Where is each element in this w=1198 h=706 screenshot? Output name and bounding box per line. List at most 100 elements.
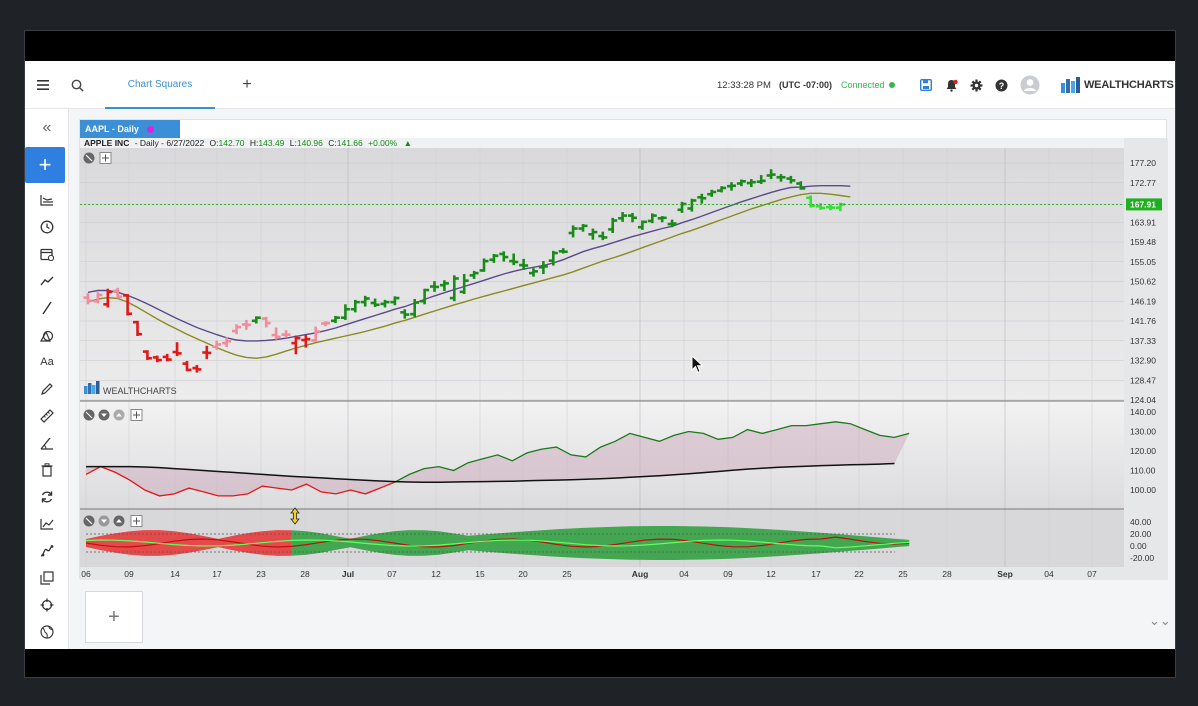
price-bar: [321, 321, 331, 327]
price-bar: [350, 299, 360, 313]
symbol-color-dot[interactable]: [146, 125, 154, 133]
symbol-tab[interactable]: AAPL - Daily: [80, 120, 180, 138]
line-tool-icon[interactable]: [35, 299, 59, 317]
clock-icon[interactable]: [35, 218, 59, 236]
osc2-band-red: [86, 530, 292, 556]
price-tick-label: 141.76: [1130, 316, 1156, 326]
line-chart-icon[interactable]: [35, 515, 59, 533]
price-bar: [291, 335, 301, 355]
add-tab-button[interactable]: +: [242, 76, 252, 93]
price-bar: [519, 258, 529, 270]
time-axis-bg: [80, 567, 1168, 580]
gear-icon[interactable]: [968, 61, 984, 109]
time-tick-label: 28: [300, 569, 310, 579]
oscillator-2: [85, 526, 910, 560]
time-tick-label: 09: [723, 569, 733, 579]
time-tick-label: 04: [679, 569, 689, 579]
price-tick-label: 155.05: [1130, 257, 1156, 267]
time-tick-label: 04: [1044, 569, 1054, 579]
time-tick-label: Sep: [997, 569, 1013, 579]
price-pane: [80, 148, 1124, 401]
symbol-tab-label: AAPL - Daily: [85, 124, 139, 134]
price-bar: [281, 330, 291, 338]
price-tick-label: 124.04: [1130, 395, 1156, 405]
price-bar: [172, 342, 182, 357]
price-bar: [311, 326, 321, 343]
wealthcharts-app: Chart Squares + 12:33:28 PM (UTC -07:00)…: [25, 61, 1175, 649]
price-bar: [657, 216, 667, 223]
time-tick-label: 12: [431, 569, 441, 579]
chevron-down-icon[interactable]: ⌄⌄: [1149, 613, 1171, 628]
refresh-icon[interactable]: [35, 488, 59, 506]
price-bar: [548, 250, 558, 266]
pencil-icon[interactable]: [35, 380, 59, 398]
ma-fast-line: [87, 185, 851, 342]
globe-icon[interactable]: [35, 623, 59, 641]
price-bar: [251, 316, 261, 324]
symbol-name: APPLE INC: [84, 138, 129, 148]
time-tick-label: 07: [1087, 569, 1097, 579]
bell-icon[interactable]: [943, 61, 959, 109]
hamburger-icon[interactable]: [37, 61, 53, 109]
screen-frame: Chart Squares + 12:33:28 PM (UTC -07:00)…: [24, 30, 1176, 678]
brand-logo: WEALTHCHARTS: [1061, 61, 1174, 109]
time-tick-label: Jul: [342, 569, 354, 579]
osc2-tick-label: 20.00: [1130, 529, 1152, 539]
indicator-icon[interactable]: [35, 542, 59, 560]
price-bar: [588, 228, 598, 240]
price-bar: [182, 360, 192, 372]
chart-panel[interactable]: AAPL - Daily APPLE: [79, 119, 1168, 580]
price-bar: [113, 287, 123, 299]
price-bar: [727, 182, 736, 191]
price-bar: [826, 204, 835, 211]
search-icon[interactable]: [71, 61, 87, 109]
user-icon[interactable]: [1020, 61, 1040, 109]
price-tick-label: 150.62: [1130, 277, 1156, 287]
price-bar: [390, 296, 400, 306]
calendar-icon[interactable]: [35, 245, 59, 263]
price-bar: [529, 268, 538, 277]
price-bar: [628, 212, 637, 223]
price-bar: [578, 224, 588, 232]
crosshair-icon[interactable]: [35, 596, 59, 614]
price-tick-label: 128.47: [1130, 375, 1156, 385]
time-tick-label: 23: [256, 569, 266, 579]
chart-type-icon[interactable]: [35, 191, 59, 209]
osc1-tick-label: 110.00: [1130, 466, 1156, 476]
price-bar: [449, 275, 459, 302]
help-icon[interactable]: ?: [993, 61, 1009, 109]
text-tool-icon[interactable]: Aa: [40, 356, 54, 368]
save-icon[interactable]: [918, 61, 934, 109]
price-bar: [717, 186, 727, 193]
price-bar: [746, 179, 756, 188]
price-bar: [558, 248, 568, 254]
add-chart-button[interactable]: +: [85, 591, 143, 643]
time-tick-label: 17: [212, 569, 222, 579]
price-bar: [400, 309, 410, 319]
current-price-tag: [1126, 198, 1162, 211]
osc1-line-red: [85, 465, 395, 497]
price-bar: [806, 195, 816, 208]
price-chart[interactable]: APPLE INC - Daily - 6/27/2022 O:142.70 H…: [80, 138, 1168, 580]
layers-icon[interactable]: [35, 569, 59, 587]
resize-cursor-icon: [290, 507, 300, 525]
trend-icon[interactable]: [35, 272, 59, 290]
osc1-tick-label: 120.00: [1130, 446, 1156, 456]
trash-icon[interactable]: [35, 461, 59, 479]
price-bar: [232, 324, 241, 335]
tab-chart-squares[interactable]: Chart Squares: [105, 61, 215, 109]
shapes-icon[interactable]: [35, 326, 59, 344]
current-price-label: 167.91: [1130, 199, 1156, 209]
price-pane-controls: [83, 152, 112, 164]
connection-dot: [889, 61, 895, 109]
time-tick-label: 22: [854, 569, 864, 579]
price-bar: [380, 299, 390, 308]
price-bar: [420, 288, 430, 305]
angle-tool-icon[interactable]: [35, 434, 59, 452]
price-bar: [123, 294, 133, 316]
add-indicator-button[interactable]: +: [25, 147, 65, 183]
price-tick-label: 137.33: [1130, 336, 1156, 346]
price-bar: [459, 274, 469, 295]
collapse-icon[interactable]: «: [42, 119, 52, 136]
ruler-icon[interactable]: [35, 407, 59, 425]
